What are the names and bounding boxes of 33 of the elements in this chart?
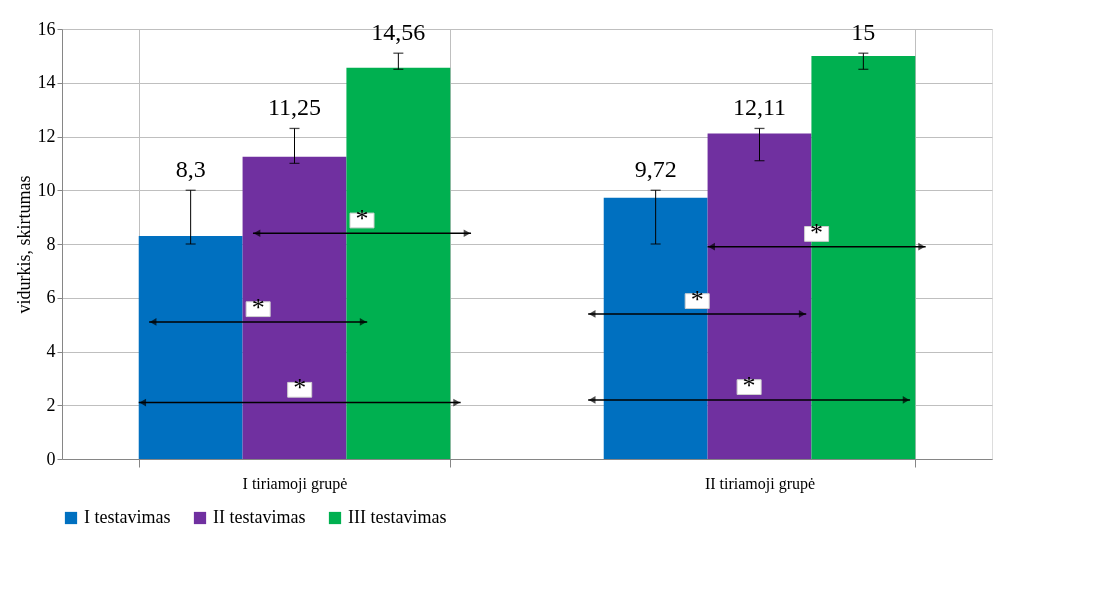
y-tick-label: 16 <box>37 18 56 39</box>
data-label: 11,25 <box>267 94 322 121</box>
annotation: * <box>293 373 307 403</box>
y-tick-label: 6 <box>46 287 56 308</box>
bar <box>603 197 708 459</box>
legend-label: II testavimas <box>213 507 306 527</box>
bar <box>346 67 451 459</box>
legend-label: III testavimas <box>348 507 447 527</box>
y-tick-label: 0 <box>46 448 56 469</box>
y-tick-label: 4 <box>46 341 56 361</box>
x-tick-label: II tiriamoji grupė <box>704 474 816 493</box>
y-tick-label: 12 <box>37 126 56 146</box>
annotation: * <box>355 204 369 234</box>
annotation: * <box>810 217 824 247</box>
bar <box>707 133 812 459</box>
bar <box>138 235 243 459</box>
data-label: 12,11 <box>732 94 787 121</box>
y-tick-label: 8 <box>46 233 56 254</box>
annotation: * <box>251 292 265 322</box>
y-tick-label: 10 <box>37 179 56 200</box>
y-axis-title: vidurkis, skirtumas <box>13 175 34 314</box>
y-tick-label: 14 <box>37 72 56 93</box>
legend-label: I testavimas <box>84 507 171 527</box>
data-label: 15 <box>851 19 876 46</box>
bar <box>242 156 347 459</box>
data-label: 14,56 <box>371 19 426 46</box>
bar <box>811 55 916 459</box>
annotation: * <box>690 284 704 314</box>
x-tick-label: I tiriamoji grupė <box>242 474 348 493</box>
annotation: * <box>742 370 756 400</box>
y-tick-label: 2 <box>46 394 56 415</box>
data-label: 9,72 <box>634 156 677 183</box>
data-label: 8,3 <box>175 156 206 183</box>
